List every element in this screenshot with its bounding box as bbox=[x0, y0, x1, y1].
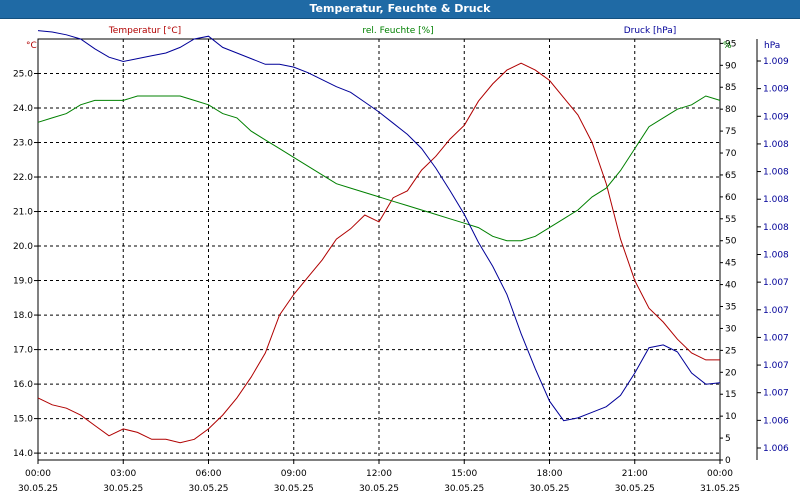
pressure-tick-label: 1.007 bbox=[763, 306, 789, 316]
x-tick-date: 30.05.25 bbox=[188, 484, 228, 494]
pressure-line bbox=[37, 30, 721, 422]
temperature-unit-label: °C bbox=[26, 41, 37, 51]
x-tick-date: 30.05.25 bbox=[444, 484, 484, 494]
pressure-tick-label: 1.009 bbox=[763, 85, 789, 95]
plot-frame bbox=[37, 38, 721, 461]
x-tick-time: 03:00 bbox=[110, 469, 136, 479]
x-tick-time: 15:00 bbox=[451, 469, 477, 479]
x-tick-date: 31.05.25 bbox=[700, 484, 740, 494]
temperature-tick-label: 18.0 bbox=[13, 311, 33, 321]
humidity-unit-label: % bbox=[723, 41, 732, 51]
humidity-tick-label: 90 bbox=[725, 61, 737, 71]
temperature-tick-label: 21.0 bbox=[13, 208, 33, 218]
window-title: Temperatur, Feuchte & Druck bbox=[309, 2, 491, 15]
temperature-tick-label: 17.0 bbox=[13, 346, 33, 356]
temperature-tick-label: 20.0 bbox=[13, 242, 33, 252]
temperature-tick-label: 23.0 bbox=[13, 139, 33, 149]
grid-lines bbox=[34, 39, 761, 464]
legend-pressure: Druck [hPa] bbox=[624, 26, 677, 36]
x-tick-date: 30.05.25 bbox=[615, 484, 655, 494]
x-tick-time: 09:00 bbox=[281, 469, 307, 479]
pressure-tick-label: 1.009 bbox=[763, 57, 789, 67]
x-tick-time: 18:00 bbox=[537, 469, 563, 479]
window-title-bar: Temperatur, Feuchte & Druck bbox=[0, 0, 800, 19]
humidity-tick-label: 10 bbox=[725, 412, 737, 422]
humidity-tick-label: 60 bbox=[725, 193, 737, 203]
x-tick-date: 30.05.25 bbox=[529, 484, 569, 494]
pressure-tick-label: 1.008 bbox=[763, 223, 789, 233]
series-lines bbox=[37, 30, 721, 444]
x-tick-time: 12:00 bbox=[366, 469, 392, 479]
temperature-tick-label: 19.0 bbox=[13, 277, 33, 287]
x-tick-date: 30.05.25 bbox=[18, 484, 58, 494]
humidity-tick-label: 35 bbox=[725, 303, 736, 313]
pressure-tick-label: 1.008 bbox=[763, 140, 789, 150]
temperature-tick-label: 15.0 bbox=[13, 415, 33, 425]
temperature-tick-label: 16.0 bbox=[13, 380, 33, 390]
humidity-tick-label: 20 bbox=[725, 368, 737, 378]
humidity-tick-label: 70 bbox=[725, 149, 737, 159]
pressure-unit-label: hPa bbox=[764, 41, 780, 51]
temperature-line bbox=[37, 62, 720, 444]
pressure-tick-label: 1.006 bbox=[763, 444, 789, 454]
humidity-tick-label: 5 bbox=[725, 434, 731, 444]
x-tick-date: 30.05.25 bbox=[359, 484, 399, 494]
x-tick-time: 21:00 bbox=[622, 469, 648, 479]
temperature-tick-label: 25.0 bbox=[13, 70, 33, 80]
x-tick-time: 00:00 bbox=[25, 469, 51, 479]
humidity-tick-label: 40 bbox=[725, 281, 737, 291]
humidity-tick-label: 15 bbox=[725, 390, 736, 400]
humidity-tick-label: 65 bbox=[725, 171, 736, 181]
pressure-tick-label: 1.007 bbox=[763, 389, 789, 399]
humidity-tick-label: 50 bbox=[725, 237, 737, 247]
humidity-tick-label: 75 bbox=[725, 127, 736, 137]
pressure-tick-label: 1.008 bbox=[763, 195, 789, 205]
x-tick-date: 30.05.25 bbox=[274, 484, 314, 494]
humidity-tick-label: 30 bbox=[725, 324, 737, 334]
pressure-tick-label: 1.009 bbox=[763, 112, 789, 122]
x-tick-time: 06:00 bbox=[196, 469, 222, 479]
x-tick-date: 30.05.25 bbox=[103, 484, 143, 494]
axis-labels: 00:00 30.05.25 03:00 30.05.25 06:00 30.05.25 0… bbox=[13, 26, 789, 494]
pressure-tick-label: 1.008 bbox=[763, 251, 789, 261]
temperature-tick-label: 14.0 bbox=[13, 449, 33, 459]
x-tick-time: 00:00 bbox=[707, 469, 733, 479]
temperature-tick-label: 24.0 bbox=[13, 104, 33, 114]
humidity-tick-label: 45 bbox=[725, 259, 736, 269]
chart-area: 00:00 30.05.25 03:00 30.05.25 06:00 30.05.25 0… bbox=[13, 26, 789, 494]
humidity-line bbox=[37, 95, 721, 242]
pressure-tick-label: 1.007 bbox=[763, 361, 789, 371]
legend-temperature: Temperatur [°C] bbox=[108, 26, 181, 36]
humidity-tick-label: 95 bbox=[725, 39, 736, 49]
legend-humidity: rel. Feuchte [%] bbox=[362, 26, 433, 36]
humidity-tick-label: 85 bbox=[725, 83, 736, 93]
temperature-tick-label: 22.0 bbox=[13, 173, 33, 183]
humidity-tick-label: 25 bbox=[725, 346, 736, 356]
pressure-tick-label: 1.008 bbox=[763, 168, 789, 178]
pressure-tick-label: 1.007 bbox=[763, 333, 789, 343]
humidity-tick-label: 0 bbox=[725, 456, 731, 466]
pressure-tick-label: 1.007 bbox=[763, 278, 789, 288]
pressure-tick-label: 1.006 bbox=[763, 416, 789, 426]
humidity-tick-label: 55 bbox=[725, 215, 736, 225]
humidity-tick-label: 80 bbox=[725, 105, 737, 115]
